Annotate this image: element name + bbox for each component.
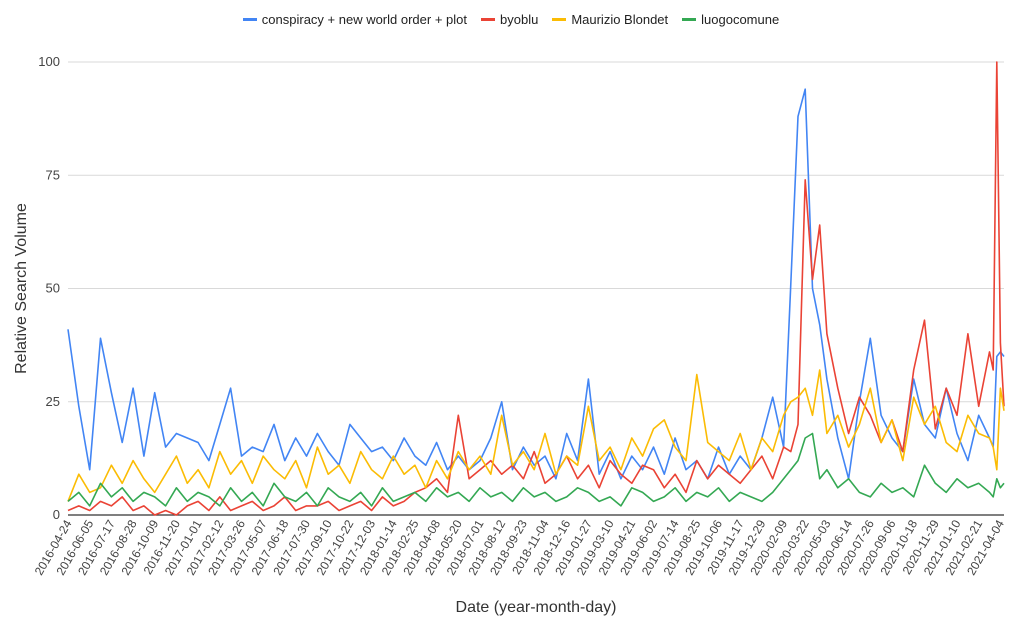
legend-item: Maurizio Blondet xyxy=(552,12,668,27)
y-axis-title: Relative Search Volume xyxy=(13,203,30,374)
y-tick-label: 0 xyxy=(53,507,60,522)
legend-label: luogocomune xyxy=(701,12,780,27)
y-tick-label: 50 xyxy=(46,281,60,296)
series-line-4 xyxy=(67,432,1005,507)
series-line-3 xyxy=(67,369,1005,502)
series-line-1 xyxy=(67,88,1005,480)
legend-label: byoblu xyxy=(500,12,539,27)
y-tick-label: 75 xyxy=(46,167,60,182)
y-tick-label: 100 xyxy=(38,54,60,69)
legend: conspiracy + new world order + plot byobl… xyxy=(0,12,1022,27)
legend-swatch xyxy=(552,18,567,21)
legend-swatch xyxy=(242,18,257,21)
legend-item: conspiracy + new world order + plot xyxy=(242,12,467,27)
y-tick-label: 25 xyxy=(46,394,60,409)
legend-label: conspiracy + new world order + plot xyxy=(261,12,467,27)
legend-item: luogocomune xyxy=(682,12,779,27)
legend-swatch xyxy=(682,18,697,21)
legend-item: byoblu xyxy=(481,12,538,27)
legend-label: Maurizio Blondet xyxy=(571,12,669,27)
legend-swatch xyxy=(481,18,495,21)
x-axis-title: Date (year-month-day) xyxy=(456,599,617,616)
